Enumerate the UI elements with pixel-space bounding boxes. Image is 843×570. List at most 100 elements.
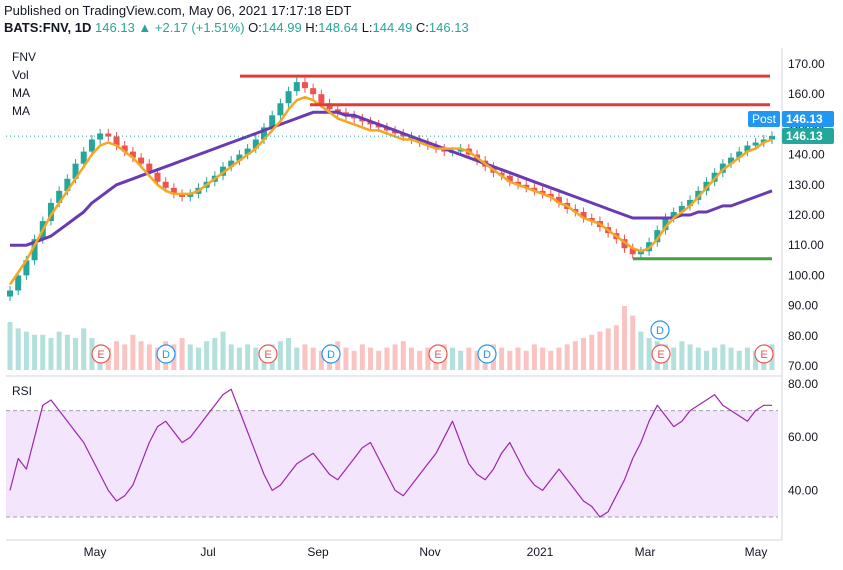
event-marker-earnings[interactable] — [258, 344, 278, 364]
price-tick-label: 170.00 — [788, 57, 825, 71]
event-marker-dividend[interactable] — [650, 320, 670, 340]
volume-bar — [695, 347, 701, 370]
time-tick-label: Mar — [635, 545, 656, 559]
volume-bar — [400, 341, 406, 370]
volume-bar — [343, 347, 349, 370]
price-tick-label: 160.00 — [788, 87, 825, 101]
candle-body — [261, 127, 267, 140]
volume-bar — [556, 347, 562, 370]
post-badge — [748, 111, 780, 127]
candle-body — [23, 260, 30, 276]
volume-bar — [351, 350, 357, 370]
time-tick-label: Sep — [307, 545, 329, 559]
volume-bar — [548, 350, 554, 370]
legend-ma-slow[interactable]: MA — [12, 104, 30, 118]
candle-body — [506, 175, 513, 182]
rsi-band — [6, 410, 778, 517]
volume-bar — [679, 341, 685, 370]
symbol-quote-line: BATS:FNV, 1D 146.13 ▲ +2.17 (+1.51%) O:1… — [4, 20, 469, 35]
volume-bar — [48, 338, 54, 370]
volume-bar — [736, 350, 742, 370]
candle-body — [678, 205, 685, 212]
last-price-badge — [782, 128, 834, 144]
candle-body — [547, 193, 554, 197]
low-label: L: — [361, 20, 373, 35]
candle-body — [269, 115, 276, 128]
candle-body — [88, 139, 95, 152]
candle-body — [80, 151, 87, 164]
open-value: 144.99 — [261, 20, 302, 35]
candle-body — [629, 248, 636, 255]
last-price-badge-label: 146.13 — [786, 129, 823, 143]
event-marker-earnings[interactable] — [754, 344, 774, 364]
legend-symbol[interactable]: FNV — [12, 50, 36, 64]
candle-body — [588, 218, 595, 222]
event-marker-label: D — [327, 349, 335, 361]
volume-bar — [245, 344, 251, 370]
event-marker-label: E — [434, 349, 441, 361]
volume-bar — [368, 347, 374, 370]
candle-body — [228, 160, 235, 167]
volume-bar — [753, 350, 759, 370]
volume-bar — [720, 344, 726, 370]
time-tick-label: 2021 — [527, 545, 554, 559]
volume-bar — [236, 347, 242, 370]
volume-bar — [302, 344, 308, 370]
volume-bar — [572, 341, 578, 370]
volume-bar — [253, 347, 259, 370]
legend-ma-fast[interactable]: MA — [12, 86, 30, 100]
volume-bar — [294, 347, 300, 370]
candle-body — [15, 275, 22, 291]
volume-bar — [531, 344, 537, 370]
volume-bar — [376, 350, 382, 370]
event-marker-dividend[interactable] — [477, 344, 497, 364]
candle-body — [662, 218, 669, 231]
price-tick-label: 110.00 — [788, 238, 824, 252]
volume-bar — [40, 334, 46, 370]
event-marker-dividend[interactable] — [156, 344, 176, 364]
volume-bar — [646, 338, 652, 370]
volume-bar — [499, 347, 505, 370]
candle-body — [531, 187, 538, 191]
candle-body — [637, 251, 644, 255]
candle-body — [236, 154, 243, 161]
event-marker-earnings[interactable] — [91, 344, 111, 364]
volume-bar — [425, 347, 431, 370]
candle-body — [129, 151, 136, 158]
volume-bar — [310, 347, 316, 370]
price-tick-label: 120.00 — [788, 208, 825, 222]
candle-body — [138, 157, 145, 164]
volume-bar — [23, 331, 29, 370]
candle-body — [121, 145, 128, 152]
volume-bar — [212, 338, 218, 370]
candle-body — [244, 148, 251, 155]
volume-bar — [56, 331, 62, 370]
event-marker-label: E — [760, 349, 767, 361]
volume-bar — [146, 344, 152, 370]
event-marker-label: D — [162, 349, 170, 361]
volume-bar — [540, 347, 546, 370]
candle-body — [179, 193, 186, 197]
event-marker-dividend[interactable] — [321, 344, 341, 364]
time-tick-label: May — [84, 545, 107, 559]
legend-vol[interactable]: Vol — [12, 68, 29, 82]
event-marker-label: E — [97, 349, 104, 361]
candle-body — [252, 139, 259, 149]
volume-bar — [507, 350, 513, 370]
event-marker-earnings[interactable] — [428, 344, 448, 364]
published-line: Published on TradingView.com, May 06, 20… — [4, 3, 352, 18]
event-marker-earnings[interactable] — [651, 344, 671, 364]
rsi-line — [9, 388, 772, 518]
candle-body — [113, 136, 120, 146]
volume-bar — [712, 347, 718, 370]
candle-body — [285, 91, 292, 104]
volume-bar — [64, 334, 70, 370]
candle-body — [56, 190, 63, 203]
volume-bar — [687, 344, 693, 370]
candle-body — [277, 103, 284, 116]
candle-body — [752, 142, 759, 146]
event-marker-label: D — [483, 349, 491, 361]
candle-body — [744, 145, 751, 152]
volume-bar — [613, 325, 619, 370]
